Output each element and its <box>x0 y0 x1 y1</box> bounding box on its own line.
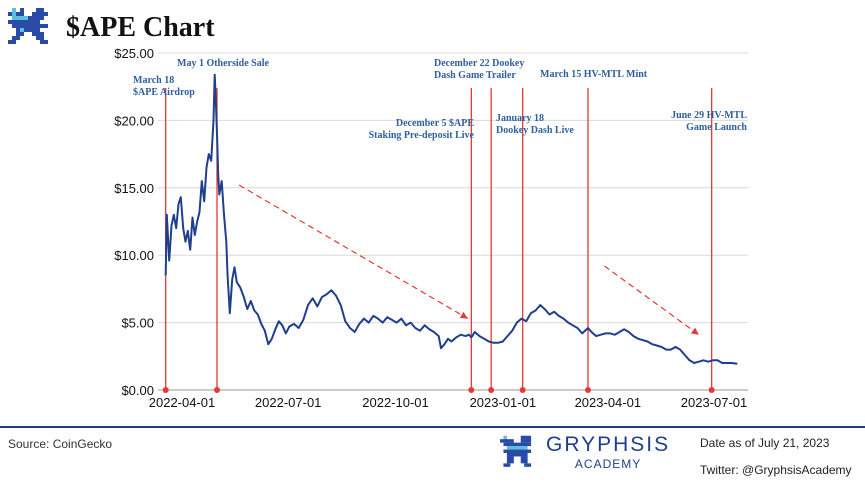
x-tick-label: 2022-07-01 <box>255 395 322 410</box>
y-tick-label: $25.00 <box>114 46 154 61</box>
y-tick-label: $0.00 <box>121 383 154 398</box>
event-marker <box>708 387 715 393</box>
x-tick-label: 2022-10-01 <box>362 395 429 410</box>
event-annotation: December 22 Dookey <box>434 58 524 69</box>
event-annotation: January 18 <box>496 113 544 124</box>
y-tick-label: $20.00 <box>114 113 154 128</box>
y-tick-label: $5.00 <box>121 316 154 331</box>
event-annotation: Game Launch <box>686 122 747 133</box>
event-annotation: Staking Pre-deposit Live <box>369 130 475 141</box>
date-note: Date as of July 21, 2023 <box>700 436 830 450</box>
header: $APE Chart <box>8 6 215 50</box>
event-marker <box>519 387 526 393</box>
trend-arrow <box>238 184 469 320</box>
x-tick-label: 2023-04-01 <box>575 395 642 410</box>
gryphon-logo-icon <box>500 435 532 467</box>
gryphon-logo-icon <box>8 8 48 44</box>
event-annotation: Dookey Dash Live <box>496 125 574 136</box>
x-tick-label: 2023-01-01 <box>470 395 537 410</box>
price-line-series <box>164 73 738 365</box>
footer-divider <box>0 426 865 428</box>
event-annotation: Dash Game Trailer <box>434 70 516 81</box>
event-annotation: $APE Airdrop <box>133 87 195 98</box>
x-tick-label: 2022-04-01 <box>149 395 216 410</box>
event-annotation: March 18 <box>133 75 174 86</box>
y-tick-label: $15.00 <box>114 181 154 196</box>
brand-block: GRYPHSIS ACADEMY <box>500 434 670 472</box>
event-marker <box>585 387 591 393</box>
event-marker <box>488 387 495 393</box>
event-annotation: June 29 HV-MTL <box>671 110 747 121</box>
trend-arrow <box>603 265 700 336</box>
x-tick-label: 2023-07-01 <box>681 395 748 410</box>
source-note: Source: CoinGecko <box>8 437 113 451</box>
twitter-handle: Twitter: @GryphsisAcademy <box>700 463 852 477</box>
event-annotation: March 15 HV-MTL Mint <box>540 69 648 80</box>
brand-name: GRYPHSIS <box>546 433 671 456</box>
brand-subtitle: ACADEMY <box>574 457 642 471</box>
y-tick-label: $10.00 <box>114 248 154 263</box>
event-marker <box>214 387 220 393</box>
event-annotation: December 5 $APE <box>396 118 474 129</box>
chart-title: $APE Chart <box>66 12 215 43</box>
event-annotation: May 1 Otherside Sale <box>177 58 269 69</box>
event-marker <box>468 387 475 393</box>
event-marker <box>162 387 169 393</box>
